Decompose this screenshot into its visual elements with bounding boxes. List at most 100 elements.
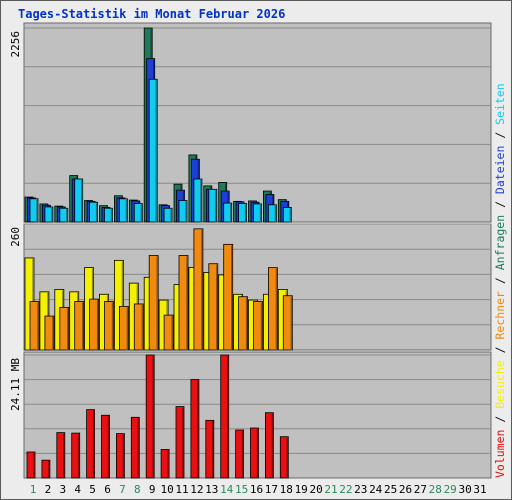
legend-item-dateien: Dateien xyxy=(493,146,507,194)
bar-rechner-day-15 xyxy=(238,296,249,351)
legend-item-besuche: Besuche xyxy=(493,360,507,409)
legend-item-volumen: Volumen xyxy=(493,430,507,478)
bar-volumen-day-15 xyxy=(235,429,245,479)
x-tick-label-day-5: 5 xyxy=(89,483,96,496)
legend-separator: / xyxy=(493,125,507,146)
x-tick-label-day-10: 10 xyxy=(160,483,173,496)
bar-seiten-day-3 xyxy=(59,207,69,223)
bar-volumen-day-12 xyxy=(190,379,200,479)
x-tick-label-day-24: 24 xyxy=(369,483,383,496)
legend: Volumen / Besuche / Rechner / Anfragen /… xyxy=(493,83,507,478)
bar-rechner-day-14 xyxy=(223,243,234,351)
bar-seiten-day-5 xyxy=(89,201,98,223)
x-tick-label-day-8: 8 xyxy=(134,483,141,496)
bar-volumen-day-13 xyxy=(205,419,215,479)
bar-seiten-day-1 xyxy=(29,198,39,223)
x-tick-label-day-25: 25 xyxy=(384,483,397,496)
bar-rechner-day-17 xyxy=(267,267,278,351)
x-tick-label-day-28: 28 xyxy=(429,483,442,496)
bar-seiten-day-18 xyxy=(282,206,292,223)
bar-volumen-day-7 xyxy=(116,433,125,479)
bar-volumen-day-5 xyxy=(86,409,95,479)
bar-seiten-day-11 xyxy=(178,200,188,223)
x-tick-label-day-22: 22 xyxy=(339,483,352,496)
x-tick-label-day-27: 27 xyxy=(414,483,427,496)
bar-rechner-day-16 xyxy=(253,301,263,351)
bar-rechner-day-6 xyxy=(104,301,114,351)
x-tick-label-day-2: 2 xyxy=(45,483,52,496)
bar-rechner-day-5 xyxy=(89,298,99,351)
x-tick-label-day-9: 9 xyxy=(149,483,156,496)
x-tick-label-day-13: 13 xyxy=(205,483,218,496)
bar-volumen-day-2 xyxy=(41,459,51,479)
bar-rechner-day-13 xyxy=(208,263,219,351)
bar-volumen-day-9 xyxy=(145,354,155,479)
bar-volumen-day-11 xyxy=(175,406,185,479)
bar-volumen-day-8 xyxy=(130,416,140,479)
bar-volumen-day-4 xyxy=(71,432,81,479)
x-tick-label-day-21: 21 xyxy=(324,483,337,496)
legend-separator: / xyxy=(493,409,507,430)
x-tick-label-day-23: 23 xyxy=(354,483,367,496)
y-max-label-top: 2256 xyxy=(9,31,22,58)
x-tick-label-day-15: 15 xyxy=(235,483,248,496)
legend-separator: / xyxy=(493,270,507,291)
bar-volumen-day-16 xyxy=(250,427,259,479)
bar-volumen-day-3 xyxy=(56,432,66,479)
bar-rechner-day-8 xyxy=(133,303,144,351)
bar-rechner-day-18 xyxy=(282,295,293,351)
legend-separator: / xyxy=(493,194,507,215)
x-tick-label-day-4: 4 xyxy=(74,483,81,496)
bar-rechner-day-7 xyxy=(119,305,129,351)
x-tick-label-day-14: 14 xyxy=(220,483,234,496)
bar-volumen-day-10 xyxy=(160,449,170,479)
bar-seiten-day-17 xyxy=(267,204,277,223)
x-tick-label-day-7: 7 xyxy=(119,483,126,496)
bar-seiten-day-4 xyxy=(74,178,84,223)
legend-separator: / xyxy=(493,340,507,361)
bar-seiten-day-6 xyxy=(104,207,113,223)
plot-area-top xyxy=(23,22,492,223)
chart-title: Tages-Statistik im Monat Februar 2026 xyxy=(18,7,286,21)
bar-seiten-day-15 xyxy=(238,203,248,223)
y-max-label-bottom: 24.11 MB xyxy=(9,358,22,411)
legend-item-rechner: Rechner xyxy=(493,291,507,340)
bar-rechner-day-10 xyxy=(163,314,174,351)
bar-volumen-day-17 xyxy=(264,412,274,479)
bar-rechner-day-11 xyxy=(178,255,189,351)
x-tick-label-day-26: 26 xyxy=(399,483,412,496)
bar-rechner-day-12 xyxy=(193,228,204,351)
bar-besuche-day-7 xyxy=(114,259,124,351)
x-tick-label-day-1: 1 xyxy=(30,483,37,496)
bar-rechner-day-9 xyxy=(148,255,159,351)
bar-volumen-day-18 xyxy=(279,436,289,479)
bar-volumen-day-1 xyxy=(26,451,36,479)
x-tick-label-day-30: 30 xyxy=(458,483,471,496)
bar-seiten-day-10 xyxy=(163,207,173,223)
legend-item-seiten: Seiten xyxy=(493,83,507,125)
x-tick-label-day-12: 12 xyxy=(190,483,203,496)
legend-item-anfragen: Anfragen xyxy=(493,215,507,270)
bar-seiten-day-9 xyxy=(148,78,158,223)
bar-seiten-day-14 xyxy=(223,202,233,223)
bar-seiten-day-8 xyxy=(133,203,143,223)
bar-seiten-day-13 xyxy=(208,188,218,223)
x-tick-label-day-6: 6 xyxy=(104,483,111,496)
y-max-label-middle: 260 xyxy=(9,227,22,247)
bar-rechner-day-1 xyxy=(29,301,40,351)
x-tick-label-day-17: 17 xyxy=(265,483,278,496)
bar-volumen-day-6 xyxy=(101,414,110,479)
bar-rechner-day-2 xyxy=(44,315,55,351)
x-tick-label-day-18: 18 xyxy=(280,483,293,496)
bar-seiten-day-16 xyxy=(253,203,262,223)
bar-seiten-day-2 xyxy=(44,206,54,223)
bar-seiten-day-7 xyxy=(119,198,128,223)
x-tick-label-day-19: 19 xyxy=(295,483,308,496)
bar-volumen-day-14 xyxy=(220,354,230,479)
x-tick-label-day-31: 31 xyxy=(473,483,486,496)
bar-seiten-day-12 xyxy=(193,178,203,223)
x-tick-label-day-11: 11 xyxy=(175,483,188,496)
bar-rechner-day-4 xyxy=(74,301,85,351)
x-tick-label-day-3: 3 xyxy=(59,483,66,496)
